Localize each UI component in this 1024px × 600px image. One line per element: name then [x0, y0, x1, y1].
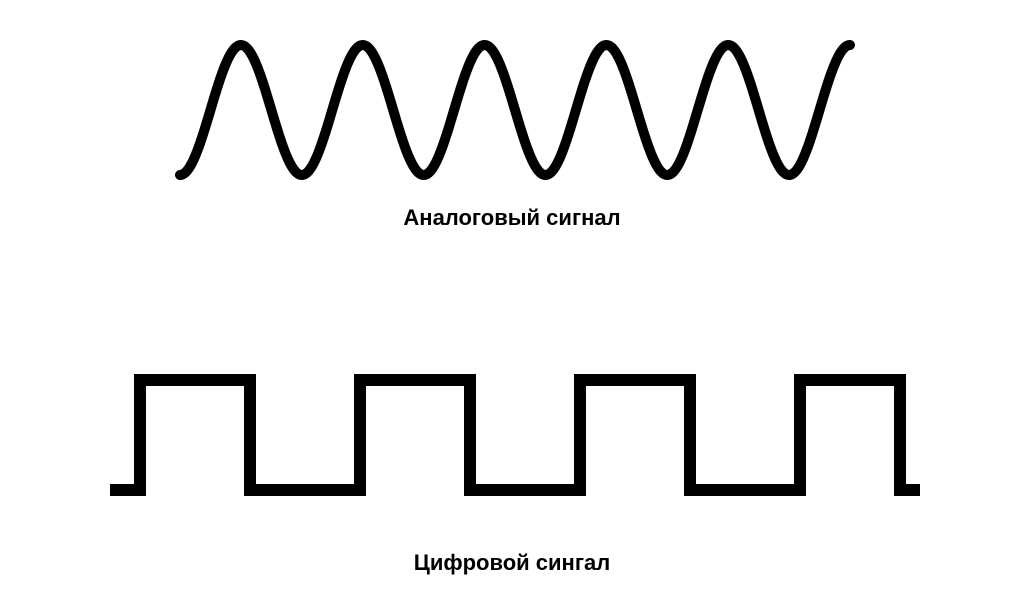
digital-square-wave	[110, 380, 920, 490]
digital-label: Цифровой сингал	[0, 550, 1024, 576]
analog-sine-wave	[180, 45, 850, 175]
signal-diagram: Аналоговый сигнал Цифровой сингал	[0, 0, 1024, 600]
analog-label: Аналоговый сигнал	[0, 205, 1024, 231]
waveforms-svg	[0, 0, 1024, 600]
